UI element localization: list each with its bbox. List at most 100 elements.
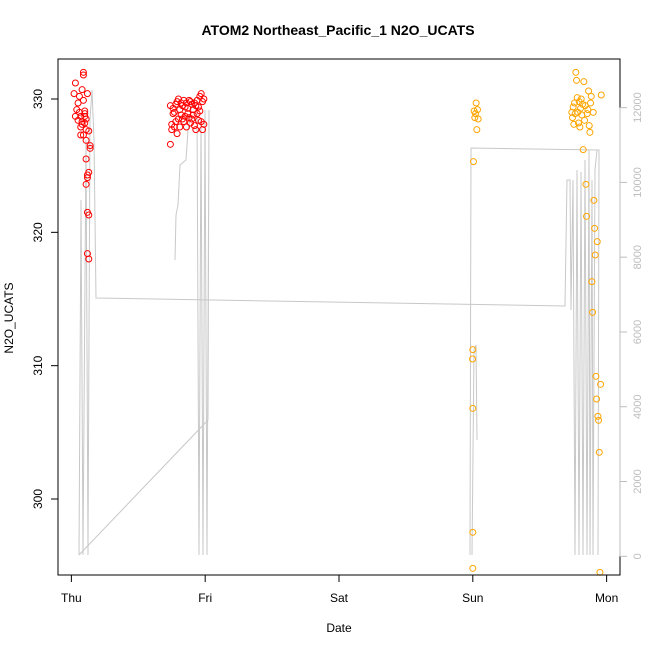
data-point [587,92,595,100]
data-point [469,158,477,166]
data-point [79,71,87,79]
data-point [585,122,593,130]
data-point [81,119,89,127]
data-point [473,106,481,114]
data-point [177,111,185,119]
data-point [79,96,87,104]
y-tick-label: 320 [31,222,45,242]
y2-tick-label: 10000 [632,167,644,198]
data-point [166,140,174,148]
data-point [587,99,595,107]
data-point [189,111,197,119]
data-point [591,251,599,259]
data-point [570,120,578,128]
data-point [474,115,482,123]
data-point [592,372,600,380]
data-point [590,196,598,204]
data-point [597,380,605,388]
data-point [71,79,79,87]
data-point [77,131,85,139]
data-point [78,86,86,94]
data-point [82,180,90,188]
y-axis: 300 310 320 330 [31,89,59,509]
data-point [473,126,481,134]
data-point [575,119,583,127]
altitude-trace-line [471,344,478,556]
data-point [585,87,593,95]
y-tick-label: 310 [31,355,45,375]
data-point [571,99,579,107]
y2-tick-label: 0 [632,553,644,559]
data-point [589,108,597,116]
data-point [173,130,181,138]
data-point [79,131,87,139]
x-tick-label: Mon [595,591,618,605]
data-point [85,255,93,263]
altitude-trace-line [469,147,600,556]
x-tick-label: Sat [330,591,349,605]
data-point [79,68,87,76]
data-point [195,103,202,111]
y-tick-label: 330 [31,89,45,109]
data-point [579,146,587,154]
data-point [596,568,604,576]
data-point [75,92,83,100]
x-tick-label: Sun [462,591,483,605]
data-point [591,224,599,232]
data-point [83,90,91,98]
data-point [581,116,589,124]
data-point [200,95,208,103]
plot-frame [57,58,621,576]
data-point [580,78,588,86]
data-point [86,142,94,150]
data-point [471,110,479,118]
data-point [471,114,479,122]
x-tick-label: Thu [61,591,82,605]
data-point [597,91,605,99]
y2-tick-label: 12000 [632,92,644,123]
x-tick-label: Fri [198,591,212,605]
data-point [190,122,198,130]
data-point [82,155,90,163]
data-point [469,528,477,536]
data-point [584,106,592,114]
data-point [595,416,603,424]
x-axis: Thu Fri Sat Sun Mon [61,574,618,605]
data-point [170,108,178,116]
data-point [85,127,93,135]
data-point [197,90,205,98]
data-point [586,128,594,136]
data-point [594,412,602,420]
y2-tick-label: 8000 [632,245,644,269]
data-point [588,278,596,286]
y2-tick-label: 6000 [632,320,644,344]
data-point [200,120,208,128]
altitude-trace-line [78,109,210,556]
altitude-trace-line [78,89,600,556]
altitude-trace [78,89,600,556]
data-point [593,395,601,403]
data-point [583,212,591,220]
data-point [469,355,477,363]
data-point [569,103,577,111]
data-point [81,107,89,115]
data-point [85,168,93,176]
data-point [82,136,90,144]
y2-axis: 0 2000 4000 6000 8000 10000 12000 [619,92,644,559]
data-point [572,68,580,76]
data-point [86,144,94,152]
data-point [593,238,601,246]
data-point [589,308,597,316]
chart-title: ATOM2 Northeast_Pacific_1 N2O_UCATS [201,22,474,38]
data-point [85,211,93,219]
data-point [469,404,477,412]
data-point [74,99,82,107]
data-point [70,90,78,98]
data-point [469,346,477,354]
data-point [582,180,590,188]
data-point [595,448,603,456]
data-point [192,126,200,134]
data-point [182,123,190,131]
data-point [188,115,196,123]
